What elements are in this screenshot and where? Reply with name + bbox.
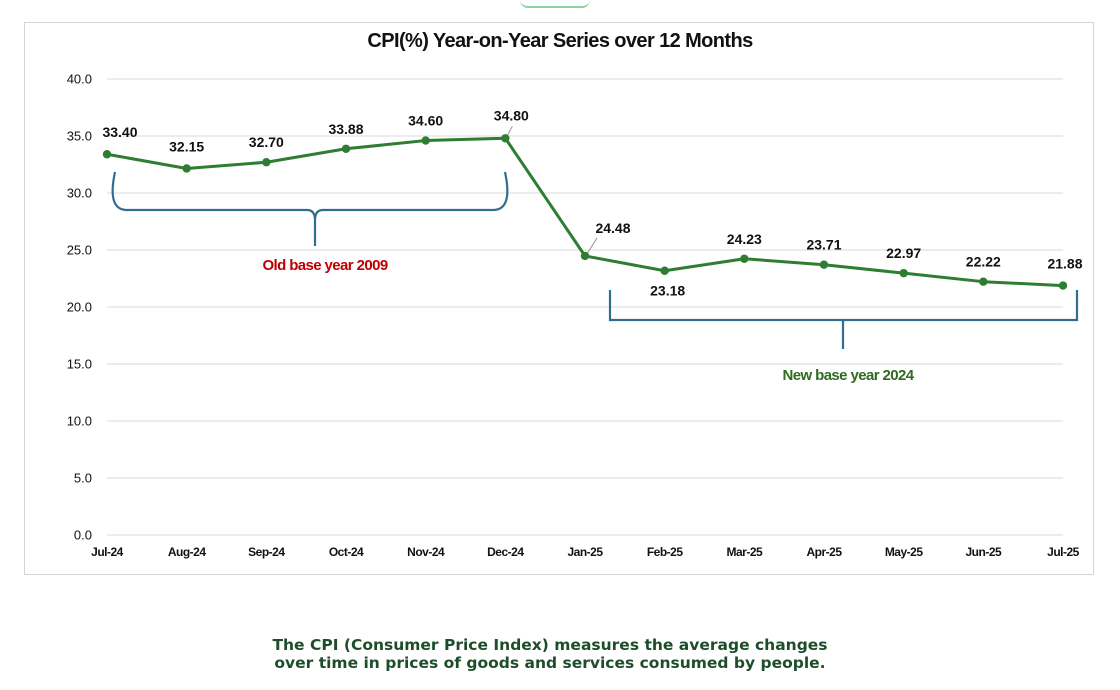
cpi-series-line [106, 136, 1064, 288]
chart-frame [24, 22, 1094, 575]
data-point [421, 136, 430, 145]
caption-line-1: The CPI (Consumer Price Index) measures … [272, 636, 828, 654]
old-base-year-label: Old base year 2009 [262, 257, 387, 274]
data-point [262, 158, 271, 167]
data-point [182, 164, 191, 173]
data-label: 33.88 [328, 121, 363, 137]
y-tick-label: 10.0 [67, 414, 92, 429]
x-tick-label: Jul-25 [1047, 545, 1080, 559]
y-tick-label: 30.0 [67, 186, 92, 201]
caption: The CPI (Consumer Price Index) measures … [0, 636, 1100, 672]
data-label: 24.48 [595, 220, 630, 236]
chart-title: CPI(%) Year-on-Year Series over 12 Month… [367, 30, 753, 52]
x-tick-label: Jul-24 [91, 545, 124, 559]
new-base-bracket [608, 290, 1079, 349]
x-tick-label: Jan-25 [567, 545, 603, 559]
data-point [501, 134, 510, 143]
data-label: 23.71 [806, 237, 841, 253]
data-point [899, 268, 908, 278]
x-tick-label: Aug-24 [168, 545, 206, 559]
data-label: 32.15 [169, 138, 204, 154]
x-tick-label: Apr-25 [806, 545, 842, 559]
data-point [1058, 281, 1068, 290]
y-tick-label: 15.0 [67, 357, 92, 372]
data-label: 34.60 [408, 113, 443, 129]
x-tick-label: Feb-25 [647, 545, 684, 559]
data-label: 23.18 [650, 283, 685, 299]
y-tick-label: 20.0 [67, 300, 92, 315]
data-point [819, 260, 829, 269]
y-tick-label: 35.0 [67, 129, 92, 144]
x-tick-label: Dec-24 [487, 545, 524, 559]
data-point [979, 277, 988, 286]
old-base-bracket [111, 171, 509, 246]
data-label: 34.80 [494, 107, 529, 123]
new-base-year-label: New base year 2024 [783, 367, 915, 384]
x-tick-label: Sep-24 [248, 545, 285, 559]
data-point [102, 150, 112, 159]
data-label: 33.40 [102, 124, 137, 140]
x-tick-label: Jun-25 [965, 545, 1002, 559]
x-tick-label: Oct-24 [329, 545, 364, 559]
y-tick-label: 40.0 [67, 72, 92, 87]
y-tick-label: 0.0 [74, 528, 92, 543]
y-tick-label: 25.0 [67, 243, 92, 258]
y-tick-label: 5.0 [74, 471, 92, 486]
cpi-line-chart: 0.0 5.0 10.0 15.0 20.0 25.0 30.0 35.0 40.0 Jul-24… [67, 72, 1083, 560]
x-tick-label: Mar-25 [726, 545, 763, 559]
x-tick-label: Nov-24 [407, 545, 445, 559]
caption-line-2: over time in prices of goods and service… [274, 654, 826, 672]
x-tick-label: May-25 [885, 545, 924, 559]
data-label: 32.70 [249, 134, 284, 150]
data-label: 24.23 [727, 231, 762, 247]
leader-line [586, 237, 598, 255]
top-decoration [520, 0, 590, 8]
data-label: 22.22 [966, 254, 1001, 270]
data-point [740, 254, 749, 263]
data-label: 22.97 [886, 245, 921, 261]
data-point [341, 144, 351, 153]
data-label: 21.88 [1047, 256, 1082, 272]
data-point [580, 251, 590, 261]
data-point [660, 266, 669, 275]
